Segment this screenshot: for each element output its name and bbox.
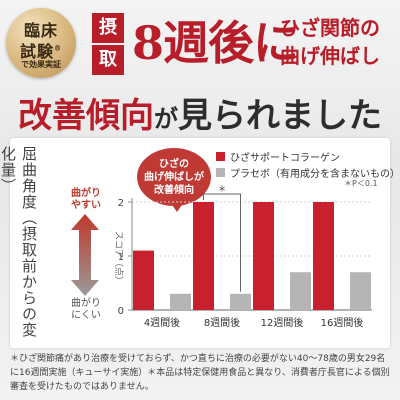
subhead-particle: が (154, 104, 178, 133)
subhead-improvement: 改善傾向 (18, 96, 154, 136)
subheadline: 改善傾向が見られました (0, 88, 400, 137)
legend-item-collagen: ひざサポートコラーゲン (216, 148, 400, 164)
legend-item-placebo: プラセボ（有用成分を含まないもの） (216, 164, 400, 180)
bar-collagen (133, 250, 154, 310)
bar-placebo (230, 293, 251, 310)
seal-line-2: 試験® (19, 42, 62, 61)
flexion-angle-label: 屈曲角度（摂取前からの変化量） (0, 146, 38, 338)
direction-arrow-icon (71, 214, 99, 296)
bar-collagen (253, 202, 274, 310)
harder-bending-label: 曲がり にくい (71, 298, 101, 321)
clinical-trial-seal: 臨床 試験® で効果実証 (6, 8, 76, 78)
footnote: ＊ひざ関節痛があり治療を受けておらず、かつ直ちに治療の必要がない40〜78歳の男… (10, 354, 390, 392)
seal-line-3: で効果実証 (21, 59, 61, 69)
x-category-label: 12週間後 (261, 316, 304, 329)
x-category-label: 8週間後 (204, 316, 240, 329)
headline-8-weeks: 8週後に (132, 16, 299, 70)
improvement-bubble: ひざの 曲げ伸ばしが 改善傾向 (137, 148, 211, 206)
y-tick-label: 1 (118, 252, 124, 263)
y-axis-label: スコア（点） (113, 231, 124, 285)
easier-bending-label: 曲がり やすい (71, 188, 101, 211)
headline-knee: ひざ関節の 曲げ伸ばし (280, 14, 398, 70)
x-category-label: 4週間後 (144, 316, 180, 329)
bar-chart: 0 1 2 スコア（点） 4週間後 8週間後 12週間後 16週間後 ＊ (113, 185, 372, 329)
y-tick-label: 0 (118, 306, 124, 317)
significance-marker: ＊ (217, 185, 226, 195)
p-value-note: ＊P＜0.1 (344, 179, 378, 188)
bar-placebo (350, 272, 371, 310)
bar-collagen (313, 202, 334, 310)
bar-collagen (193, 202, 214, 310)
chart-card: 屈曲角度（摂取前からの変化量） 曲がり やすい 曲がり にくい ひざの 曲げ伸ばしが… (0, 138, 400, 348)
y-tick-label: 2 (118, 198, 124, 209)
bar-placebo (170, 293, 191, 310)
intake-chip-1: 摂 (92, 13, 124, 43)
intake-chip-2: 取 (92, 45, 124, 75)
chart-legend: ひざサポートコラーゲン プラセボ（有用成分を含まないもの） (216, 148, 400, 180)
significance-bracket (203, 193, 241, 292)
subhead-seen: 見られました (178, 96, 382, 136)
headline-knee-line-2: 曲げ伸ばし (280, 44, 380, 68)
bubble-tail (170, 202, 184, 212)
seal-line-1: 臨床 (23, 21, 58, 40)
headline-knee-line-1: ひざ関節の (280, 16, 380, 40)
bar-placebo (290, 272, 311, 310)
x-category-label: 16週間後 (321, 316, 364, 329)
